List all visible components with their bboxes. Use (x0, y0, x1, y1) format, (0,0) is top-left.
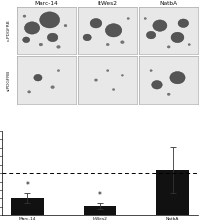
Circle shape (107, 70, 109, 71)
Circle shape (106, 43, 109, 46)
Circle shape (95, 79, 97, 81)
Circle shape (178, 19, 189, 28)
Circle shape (121, 41, 124, 44)
Bar (156, 170, 189, 215)
Title: Marc-14: Marc-14 (35, 1, 59, 6)
Circle shape (127, 18, 129, 20)
Circle shape (167, 93, 170, 95)
Title: NatbA: NatbA (160, 1, 178, 6)
Title: ItWes2: ItWes2 (98, 1, 118, 6)
Circle shape (167, 46, 170, 48)
Circle shape (24, 22, 40, 34)
Circle shape (144, 18, 146, 20)
Circle shape (57, 46, 60, 48)
Circle shape (188, 44, 190, 46)
Text: *: * (98, 191, 102, 200)
Text: c-PDGFRB: c-PDGFRB (7, 20, 11, 41)
Bar (84, 206, 116, 215)
Circle shape (39, 43, 43, 46)
Text: *: * (25, 181, 29, 190)
Circle shape (47, 33, 58, 42)
Circle shape (152, 81, 162, 89)
Circle shape (23, 37, 30, 43)
Circle shape (146, 31, 156, 39)
Circle shape (150, 70, 152, 71)
Circle shape (51, 86, 54, 89)
Circle shape (170, 71, 185, 84)
Circle shape (23, 15, 26, 17)
Circle shape (153, 20, 167, 31)
Text: siPDGFRB: siPDGFRB (7, 69, 11, 91)
Circle shape (28, 91, 31, 93)
Circle shape (83, 34, 91, 41)
Circle shape (40, 12, 60, 28)
Circle shape (90, 18, 102, 28)
Circle shape (105, 24, 122, 37)
Circle shape (121, 74, 123, 76)
Circle shape (57, 70, 60, 71)
Circle shape (171, 32, 184, 43)
Circle shape (112, 89, 115, 90)
Circle shape (34, 74, 42, 81)
Circle shape (64, 24, 67, 27)
Bar (11, 198, 44, 215)
